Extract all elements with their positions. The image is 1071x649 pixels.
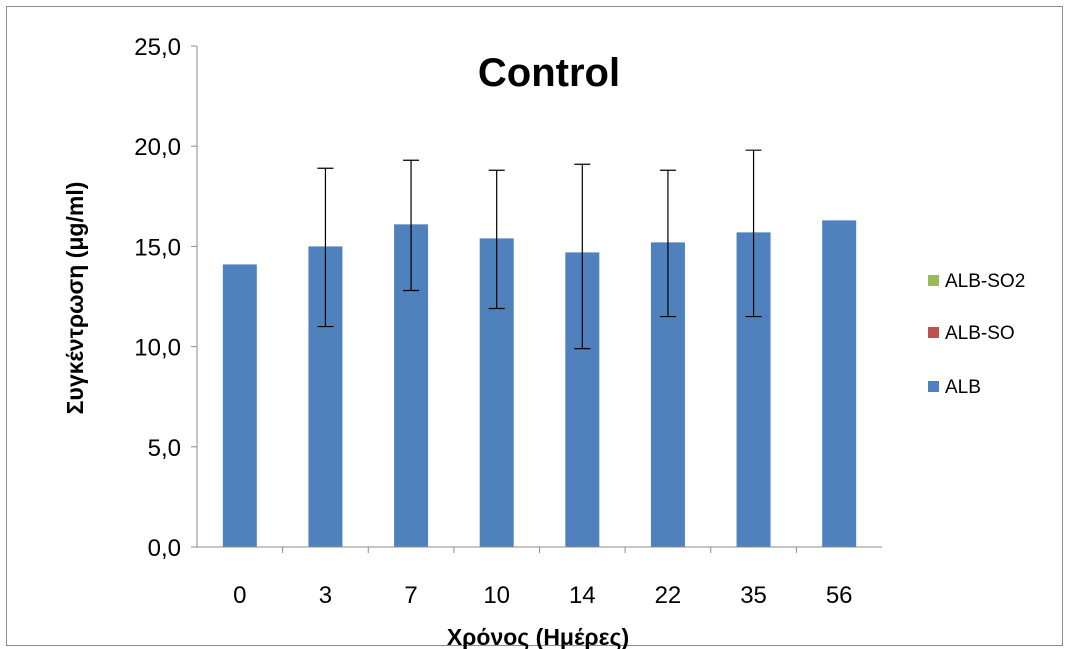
bars	[222, 220, 857, 548]
y-tick-label: 0,0	[148, 535, 181, 562]
x-tick-label: 35	[740, 582, 767, 609]
x-tick-label: 14	[569, 582, 596, 609]
y-tick-label: 10,0	[134, 335, 181, 362]
y-tick-label: 20,0	[134, 134, 181, 161]
y-tick-label: 5,0	[148, 435, 181, 462]
error-bar	[488, 169, 505, 310]
x-tick-label: 3	[319, 582, 332, 609]
legend-label: ALB	[945, 377, 981, 398]
x-axis-title: Χρόνος (Ημέρες)	[447, 624, 629, 649]
legend: ALB-SO2 ALB-SO ALB	[928, 271, 1025, 398]
bar-alb	[822, 220, 857, 547]
x-axis-ticks: 0 3 7 10 14 22 35 56	[233, 547, 853, 609]
legend-label: ALB-SO	[945, 323, 1015, 344]
chart-frame	[6, 6, 1063, 646]
axes	[196, 46, 882, 548]
legend-swatch	[928, 327, 939, 338]
chart-title: Control	[478, 51, 620, 95]
bar-alb	[222, 264, 257, 547]
legend-swatch	[928, 275, 939, 286]
error-bars	[317, 149, 762, 350]
x-tick-label: 22	[655, 582, 682, 609]
y-tick-label: 15,0	[134, 234, 181, 261]
legend-swatch	[928, 381, 939, 392]
legend-label: ALB-SO2	[945, 271, 1025, 292]
x-tick-label: 10	[483, 582, 510, 609]
x-tick-label: 56	[826, 582, 853, 609]
y-axis-title: Συγκέντρωση (μg/ml)	[62, 182, 88, 415]
x-tick-label: 0	[233, 582, 246, 609]
error-bar	[403, 159, 420, 292]
error-bar	[574, 163, 591, 350]
error-bar	[659, 169, 676, 318]
x-tick-label: 7	[404, 582, 417, 609]
y-axis-ticks: 0,0 5,0 10,0 15,0 20,0 25,0	[134, 34, 197, 562]
error-bar	[317, 167, 334, 328]
error-bar	[745, 149, 762, 318]
y-tick-label: 25,0	[134, 34, 181, 61]
